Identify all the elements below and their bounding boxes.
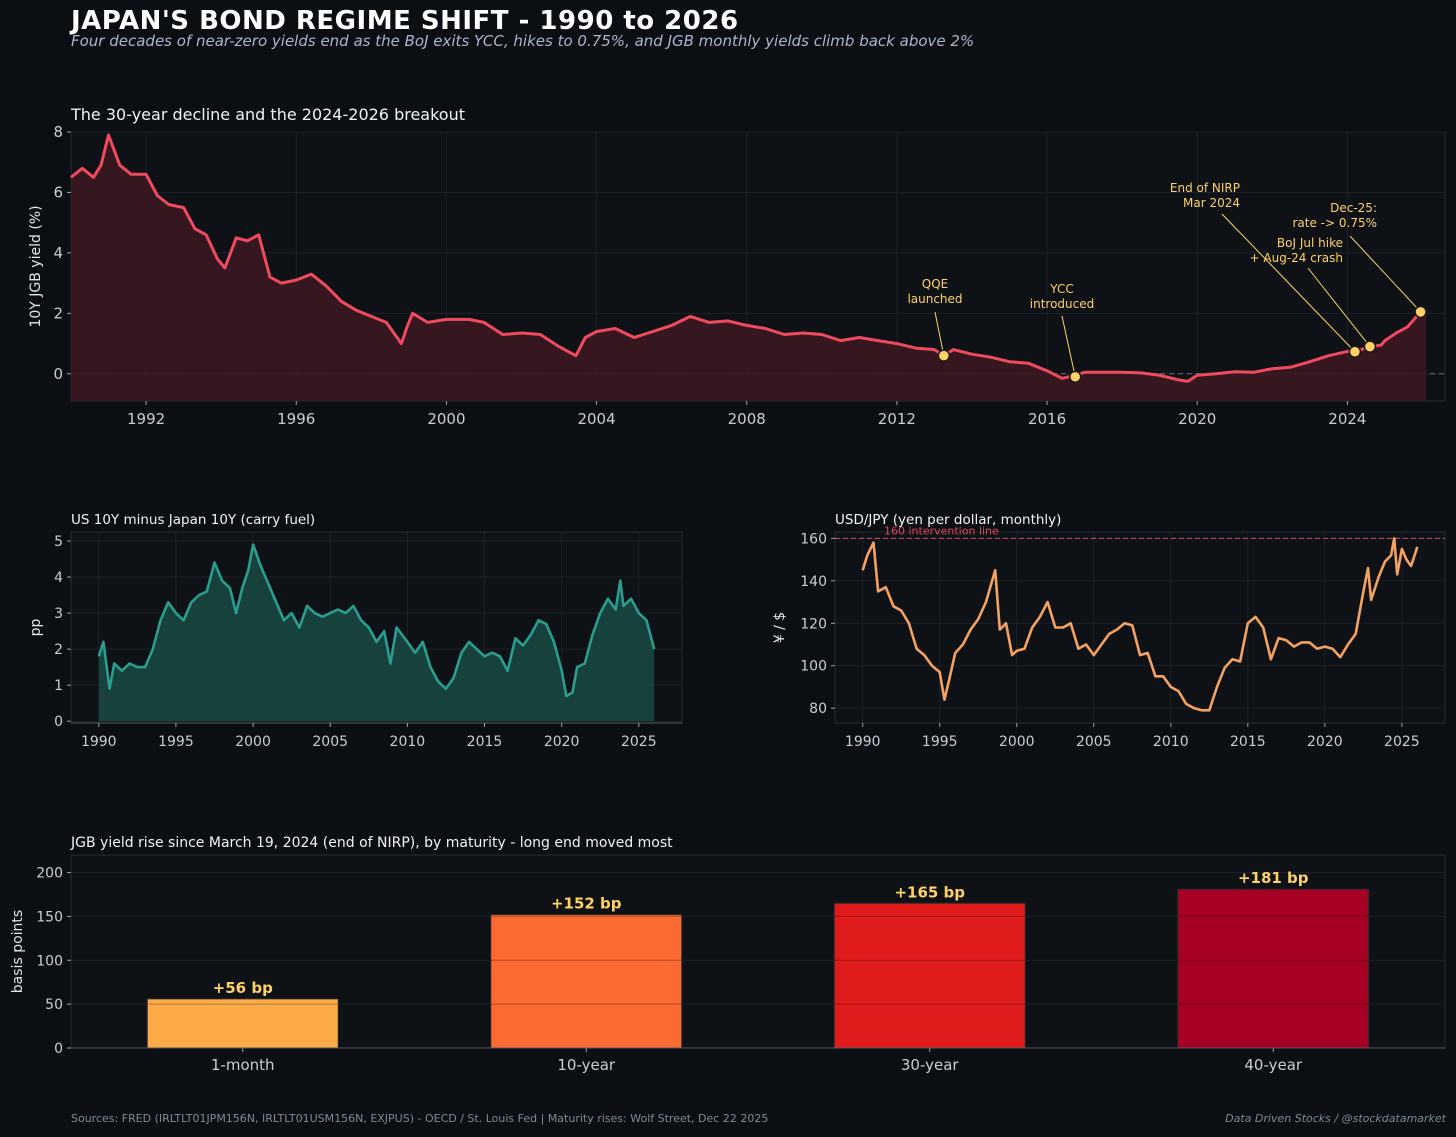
usdjpy-xtick-label: 2005	[1076, 734, 1112, 750]
spread-xtick-label: 1990	[81, 734, 117, 750]
jgb-ytick-label: 4	[53, 244, 63, 262]
annotation-label: BoJ Jul hike	[1277, 236, 1343, 250]
jgb-ytick-label: 0	[53, 365, 63, 383]
intervention-label: 160 intervention line	[884, 524, 999, 537]
annotation-leader	[934, 311, 945, 356]
jgb-xtick-label: 2000	[427, 410, 465, 428]
jgb-y-axis-label: 10Y JGB yield (%)	[28, 205, 44, 327]
maturity-y-axis-label: basis points	[10, 910, 26, 993]
annotation-label: rate -> 0.75%	[1292, 216, 1377, 230]
jgb-ytick-label: 2	[53, 304, 63, 322]
usdjpy-chart-panel	[834, 531, 1446, 724]
jgb-xtick-label: 2008	[728, 410, 766, 428]
page-title: JAPAN'S BOND REGIME SHIFT - 1990 to 2026	[71, 6, 739, 36]
jgb-xtick-label: 2012	[878, 410, 916, 428]
usdjpy-ytick-label: 120	[800, 616, 827, 632]
usdjpy-ytick-label: 100	[800, 659, 827, 675]
spread-xtick-label: 2000	[235, 734, 271, 750]
spread-xtick-label: 2015	[467, 734, 503, 750]
sources-note: Sources: FRED (IRLTLT01JPM156N, IRLTLT01…	[71, 1112, 769, 1125]
usdjpy-xtick-label: 2010	[1153, 734, 1189, 750]
jgb-xtick-label: 1996	[277, 410, 315, 428]
bar-value-label: +181 bp	[1238, 869, 1309, 887]
spread-line	[97, 543, 656, 698]
spread-ytick-label: 2	[54, 642, 63, 658]
usdjpy-xtick-label: 2000	[999, 734, 1035, 750]
bar-10-year	[490, 914, 683, 1049]
maturity-ytick-label: 150	[36, 909, 63, 925]
spread-ytick-label: 4	[54, 570, 63, 586]
page-subtitle: Four decades of near-zero yields end as …	[71, 32, 975, 50]
spread-area	[98, 544, 655, 722]
jgb-yield-line	[70, 133, 1427, 383]
bar-value-label: +56 bp	[213, 979, 273, 997]
spread-ytick-label: 1	[54, 678, 63, 694]
spread-xtick-label: 2025	[621, 734, 657, 750]
spread-y-axis-label: pp	[28, 619, 44, 637]
annotation-marker	[1363, 340, 1377, 353]
spread-xtick-label: 2020	[544, 734, 580, 750]
annotation-marker	[1414, 305, 1427, 319]
annotation-label: QQE	[922, 277, 948, 291]
annotation-label: + Aug-24 crash	[1250, 251, 1343, 265]
maturity-ytick-label: 200	[36, 866, 63, 882]
maturity-ytick-label: 50	[45, 997, 63, 1013]
jgb-xtick-label: 2020	[1178, 410, 1216, 428]
bar-40-year	[1177, 888, 1370, 1049]
maturity-category-label: 40-year	[1244, 1056, 1303, 1074]
annotation-label: Dec-25:	[1330, 201, 1377, 215]
bar-value-label: +165 bp	[894, 883, 965, 901]
annotation-label: launched	[907, 292, 962, 306]
bar-1-month	[146, 998, 339, 1049]
usdjpy-chart-title: USD/JPY (yen per dollar, monthly)	[835, 512, 1061, 528]
bar-30-year	[833, 902, 1026, 1049]
jgb-xtick-label: 1992	[127, 410, 165, 428]
annotation-leader	[1349, 235, 1421, 313]
usdjpy-y-axis-label: ¥ / $	[772, 612, 788, 643]
annotation-leader	[1221, 213, 1356, 353]
usdjpy-ytick-label: 140	[800, 574, 827, 590]
annotation-marker	[1068, 370, 1082, 384]
maturity-ytick-label: 100	[36, 953, 63, 969]
maturity-category-label: 30-year	[901, 1056, 960, 1074]
spread-ytick-label: 0	[54, 714, 63, 730]
spread-chart-title: US 10Y minus Japan 10Y (carry fuel)	[71, 512, 315, 528]
maturity-ytick-label: 0	[54, 1041, 63, 1057]
annotation-label: End of NIRP	[1170, 181, 1240, 195]
jgb-xtick-label: 2004	[577, 410, 615, 428]
spread-xtick-label: 2005	[312, 734, 348, 750]
jgb-xtick-label: 2024	[1328, 410, 1366, 428]
credit-note: Data Driven Stocks / @stockdatamarket	[1225, 1112, 1446, 1125]
annotation-label: Mar 2024	[1183, 196, 1240, 210]
annotation-label: YCC	[1049, 282, 1073, 296]
usdjpy-xtick-label: 2020	[1307, 734, 1343, 750]
annotation-label: introduced	[1030, 297, 1094, 311]
bar-value-label: +152 bp	[551, 895, 622, 913]
usdjpy-xtick-label: 2015	[1230, 734, 1266, 750]
usdjpy-line	[861, 537, 1419, 712]
usdjpy-xtick-label: 1995	[922, 734, 958, 750]
jgb-yield-area	[71, 135, 1427, 401]
spread-xtick-label: 2010	[390, 734, 426, 750]
jgb-ytick-label: 6	[53, 183, 63, 201]
spread-ytick-label: 5	[54, 534, 63, 550]
spread-xtick-label: 1995	[158, 734, 194, 750]
usdjpy-ytick-label: 80	[809, 701, 827, 717]
annotation-leader	[1061, 315, 1076, 377]
annotation-marker	[1348, 345, 1362, 358]
maturity-category-label: 10-year	[557, 1056, 616, 1074]
maturity-category-label: 1-month	[211, 1056, 275, 1074]
jgb-ytick-label: 8	[53, 123, 63, 141]
usdjpy-ytick-label: 160	[800, 531, 827, 547]
jgb-xtick-label: 2016	[1028, 410, 1066, 428]
jgb-chart-title: The 30-year decline and the 2024-2026 br…	[70, 105, 465, 124]
usdjpy-xtick-label: 2025	[1384, 734, 1420, 750]
annotation-leader	[1307, 267, 1371, 347]
spread-ytick-label: 3	[54, 606, 63, 622]
annotation-marker	[937, 349, 951, 362]
usdjpy-xtick-label: 1990	[845, 734, 881, 750]
maturity-chart-title: JGB yield rise since March 19, 2024 (end…	[70, 835, 673, 851]
